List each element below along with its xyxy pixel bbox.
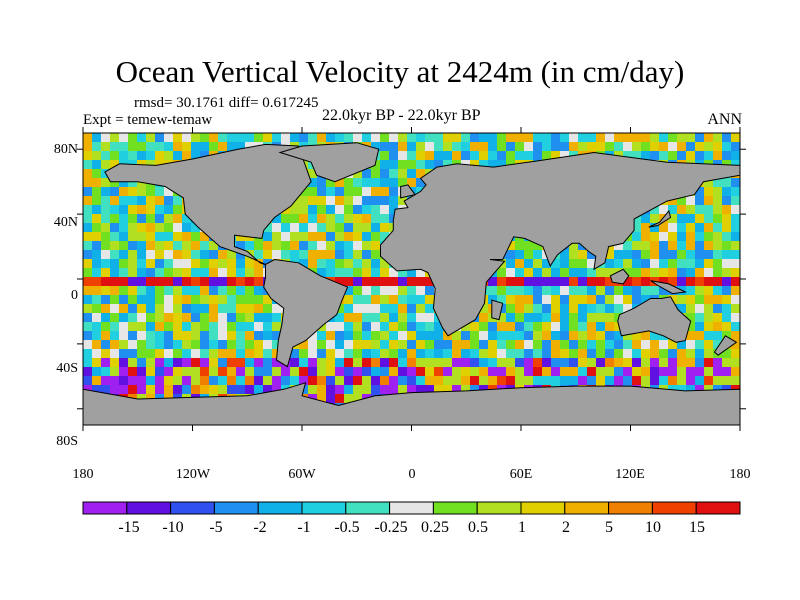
x-tick-label: 60W bbox=[288, 467, 316, 482]
x-tick-label: 120W bbox=[175, 467, 211, 482]
colorbar-swatch bbox=[695, 501, 741, 515]
y-tick-label: 40S bbox=[56, 361, 78, 376]
land-uk bbox=[400, 184, 416, 199]
colorbar-swatch bbox=[651, 501, 697, 515]
colorbar-swatch bbox=[389, 501, 434, 515]
land-eurasia-africa bbox=[380, 151, 741, 337]
y-tick-label: 80N bbox=[53, 142, 78, 157]
colorbar-level-label: -2 bbox=[253, 519, 267, 536]
land-south-america bbox=[263, 258, 349, 368]
colorbar-swatch bbox=[82, 501, 128, 515]
x-tick-label: 180 bbox=[72, 467, 94, 482]
land-madagascar bbox=[491, 299, 504, 321]
land-new-guinea bbox=[650, 280, 688, 295]
y-tick-label: 40N bbox=[53, 215, 78, 230]
x-tick-label: 0 bbox=[408, 467, 416, 482]
x-tick-label: 60E bbox=[509, 467, 533, 482]
land-north-america bbox=[104, 143, 312, 267]
colorbar-level-label: 0.5 bbox=[468, 519, 488, 536]
colorbar-level-label: -15 bbox=[118, 519, 140, 536]
chart-title: Ocean Vertical Velocity at 2424m (in cm/… bbox=[115, 54, 685, 89]
colorbar-level-label: 1 bbox=[518, 519, 526, 536]
colorbar-swatch bbox=[520, 501, 566, 515]
colorbar-level-label: -1 bbox=[297, 519, 311, 536]
colorbar-level-label: -0.5 bbox=[334, 519, 360, 536]
colorbar-swatch bbox=[345, 501, 391, 515]
land-new-zealand bbox=[713, 335, 738, 356]
land-australia bbox=[617, 296, 692, 343]
season-label: ANN bbox=[707, 111, 742, 128]
colorbar-swatch bbox=[257, 501, 303, 515]
colorbar-swatch bbox=[608, 501, 653, 515]
land-borneo bbox=[609, 268, 630, 285]
colorbar-swatch bbox=[432, 501, 478, 515]
colorbar-swatch bbox=[170, 501, 215, 515]
time-period-label: 22.0kyr BP - 22.0kyr BP bbox=[322, 107, 481, 124]
colorbar-level-label: -10 bbox=[162, 519, 184, 536]
x-tick-label: 180 bbox=[729, 467, 751, 482]
colorbar-swatch bbox=[301, 501, 347, 515]
colorbar-level-label: 0.25 bbox=[421, 519, 449, 536]
land-greenland bbox=[278, 142, 380, 183]
rmsd-diff-stats: rmsd= 30.1761 diff= 0.617245 bbox=[134, 95, 319, 111]
colorbar-level-label: 2 bbox=[562, 519, 570, 536]
colorbar-level-label: -5 bbox=[209, 519, 223, 536]
colorbar-level-label: 15 bbox=[689, 519, 705, 536]
colorbar-level-label: 10 bbox=[645, 519, 661, 536]
x-tick-label: 120E bbox=[615, 467, 645, 482]
y-tick-label: 0 bbox=[71, 288, 78, 303]
colorbar-swatch bbox=[213, 501, 259, 515]
land-japan bbox=[648, 209, 672, 228]
colorbar-swatch bbox=[564, 501, 610, 515]
colorbar-level-label: 5 bbox=[605, 519, 613, 536]
colorbar-swatch bbox=[476, 501, 522, 515]
y-tick-label: 80S bbox=[56, 434, 78, 449]
colorbar-swatch bbox=[126, 501, 172, 515]
colorbar-level-label: -0.25 bbox=[374, 519, 408, 536]
experiment-label: Expt = temew-temaw bbox=[83, 112, 213, 128]
